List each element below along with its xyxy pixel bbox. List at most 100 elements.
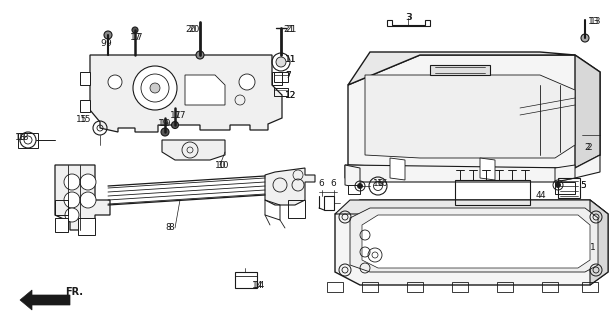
Polygon shape — [575, 55, 600, 168]
Text: 14: 14 — [252, 281, 263, 290]
Text: 8: 8 — [168, 223, 174, 233]
Bar — [497, 282, 513, 292]
Circle shape — [104, 31, 112, 39]
Text: 9: 9 — [105, 38, 111, 47]
Text: 5: 5 — [580, 181, 586, 190]
Text: 4: 4 — [540, 191, 546, 201]
Text: 7: 7 — [285, 71, 291, 81]
Polygon shape — [350, 208, 598, 272]
Text: 17: 17 — [175, 110, 186, 119]
Bar — [542, 282, 558, 292]
Polygon shape — [345, 165, 360, 188]
Circle shape — [64, 174, 80, 190]
Circle shape — [239, 74, 255, 90]
Circle shape — [80, 174, 96, 190]
Text: 3: 3 — [405, 13, 411, 22]
Polygon shape — [345, 155, 600, 182]
Polygon shape — [430, 65, 490, 75]
Polygon shape — [390, 158, 405, 180]
Polygon shape — [480, 158, 495, 180]
Circle shape — [132, 27, 138, 33]
Polygon shape — [365, 75, 575, 158]
Text: 2: 2 — [584, 143, 590, 153]
Circle shape — [581, 34, 589, 42]
Text: 18: 18 — [15, 132, 26, 141]
Polygon shape — [90, 55, 282, 132]
Circle shape — [133, 66, 177, 110]
Text: 12: 12 — [285, 91, 296, 100]
Text: 16: 16 — [377, 179, 389, 188]
Text: 19: 19 — [160, 118, 172, 127]
Text: 19: 19 — [158, 118, 169, 127]
Polygon shape — [80, 72, 90, 85]
Text: 16: 16 — [373, 179, 384, 188]
Text: FR.: FR. — [65, 287, 83, 297]
Text: 11: 11 — [285, 54, 296, 63]
Text: 4: 4 — [536, 191, 541, 201]
Polygon shape — [555, 165, 575, 182]
Circle shape — [108, 75, 122, 89]
Bar — [327, 282, 343, 292]
Bar — [582, 282, 598, 292]
Text: 17: 17 — [130, 34, 142, 43]
Text: 1: 1 — [590, 244, 596, 252]
Text: 21: 21 — [285, 26, 296, 35]
Text: 6: 6 — [330, 179, 336, 188]
Bar — [455, 180, 530, 205]
Text: 14: 14 — [254, 281, 265, 290]
Polygon shape — [162, 140, 225, 160]
Text: 10: 10 — [218, 161, 230, 170]
Text: 12: 12 — [285, 91, 296, 100]
Circle shape — [161, 128, 169, 136]
Text: 15: 15 — [80, 116, 92, 124]
Bar — [362, 282, 378, 292]
Text: 10: 10 — [215, 161, 227, 170]
Text: 17: 17 — [132, 34, 144, 43]
Text: 5: 5 — [580, 181, 586, 190]
Circle shape — [80, 192, 96, 208]
Polygon shape — [265, 168, 315, 205]
Bar — [407, 282, 423, 292]
Polygon shape — [555, 182, 575, 194]
Polygon shape — [80, 100, 90, 112]
Polygon shape — [348, 185, 360, 194]
Text: 2: 2 — [586, 143, 591, 153]
Bar — [452, 282, 468, 292]
Text: 6: 6 — [318, 179, 324, 188]
Circle shape — [172, 122, 178, 129]
Polygon shape — [55, 218, 68, 232]
Text: 20: 20 — [185, 26, 196, 35]
Polygon shape — [590, 200, 608, 285]
Circle shape — [64, 192, 80, 208]
Polygon shape — [78, 218, 95, 235]
Bar — [274, 72, 288, 82]
Bar — [235, 272, 257, 288]
Text: 7: 7 — [285, 71, 291, 81]
Bar — [558, 178, 580, 198]
Polygon shape — [348, 55, 600, 168]
Text: 20: 20 — [188, 26, 199, 35]
Polygon shape — [362, 215, 590, 268]
Polygon shape — [348, 52, 575, 85]
Text: 11: 11 — [285, 54, 296, 63]
Text: 9: 9 — [100, 38, 106, 47]
Circle shape — [196, 51, 204, 59]
Text: 8: 8 — [165, 223, 170, 233]
Polygon shape — [335, 200, 608, 214]
Text: 13: 13 — [590, 18, 601, 27]
Bar — [274, 88, 288, 96]
Text: 17: 17 — [170, 110, 181, 119]
Text: 18: 18 — [18, 132, 29, 141]
Circle shape — [65, 208, 79, 222]
Text: 13: 13 — [588, 18, 599, 27]
Circle shape — [357, 183, 362, 188]
Polygon shape — [335, 200, 608, 285]
Polygon shape — [272, 72, 282, 85]
Polygon shape — [185, 75, 225, 105]
Circle shape — [555, 182, 560, 188]
FancyArrow shape — [20, 290, 70, 310]
Circle shape — [150, 83, 160, 93]
Text: 15: 15 — [76, 116, 87, 124]
Text: 3: 3 — [406, 13, 412, 22]
Text: 21: 21 — [283, 26, 295, 35]
